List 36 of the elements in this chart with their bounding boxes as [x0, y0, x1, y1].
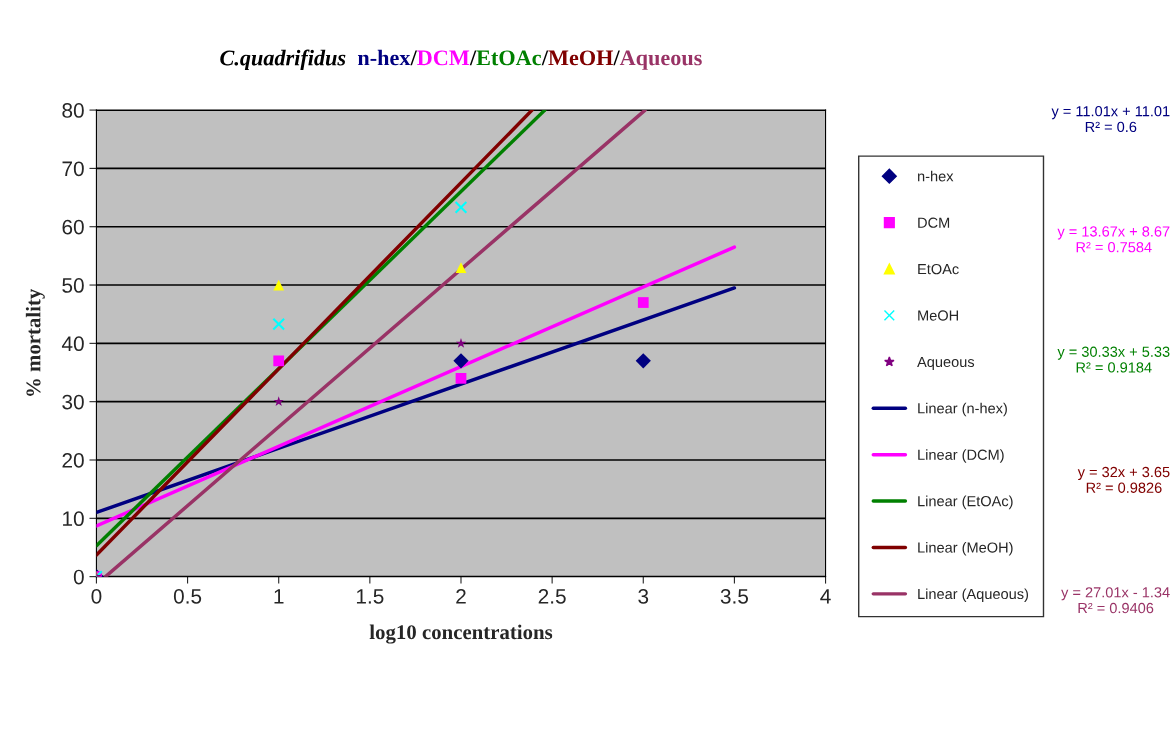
y-axis-title: % mortality — [25, 288, 45, 396]
legend-label: Linear (DCM) — [918, 449, 1004, 463]
legend-label: EtOAc — [918, 263, 959, 275]
x-tick-label: 2 — [456, 588, 466, 604]
x-tick-label: 4 — [820, 589, 831, 604]
x-tick-label: 0.5 — [173, 588, 202, 604]
y-tick-label: 80 — [62, 103, 84, 118]
x-tick-label: 3.5 — [720, 588, 749, 604]
x-tick-label: 1 — [274, 589, 284, 604]
text: y = 13.67x + 8.67 R² = 0.7584 — [1057, 226, 1170, 253]
text: y = 11.01x + 11.01 R² = 0.6 — [1051, 106, 1170, 133]
y-tick-label: 70 — [62, 161, 84, 177]
y-tick-label: 20 — [62, 453, 84, 468]
legend-label: DCM — [918, 217, 950, 228]
x-tick-label: 0 — [91, 588, 102, 604]
y-tick-label: 40 — [61, 336, 84, 352]
legend-label: Linear (MeOH) — [918, 542, 1013, 556]
y-tick-label: 60 — [62, 219, 84, 235]
x-tick-label: 3 — [638, 588, 649, 604]
y-tick-label: 0 — [73, 569, 84, 585]
y-tick-label: 50 — [62, 278, 84, 293]
legend-label: Linear (EtOAc) — [918, 495, 1013, 510]
text: y = 32x + 3.65 R² = 0.9826 — [1077, 466, 1170, 493]
y-tick-label: 10 — [63, 511, 84, 527]
legend-label: Linear (Aqueous) — [918, 588, 1029, 602]
text: y = 30.33x + 5.33 R² = 0.9184 — [1057, 346, 1170, 373]
x-tick-label: 2.5 — [538, 588, 566, 604]
x-axis-title: log10 concentrations — [369, 624, 553, 644]
legend-label: n-hex — [918, 170, 954, 182]
text: y = 27.01x - 1.34 R² = 0.9406 — [1061, 587, 1170, 614]
legend-label: MeOH — [918, 310, 958, 321]
x-tick-label: 1.5 — [356, 589, 384, 604]
legend-label: Aqueous — [917, 356, 975, 370]
legend-label: Linear (n-hex) — [918, 402, 1007, 417]
chart-title: C.quadrifidus n-hex/DCM/EtOAc/MeOH/Aqueous — [220, 49, 702, 70]
y-tick-label: 30 — [62, 394, 84, 410]
